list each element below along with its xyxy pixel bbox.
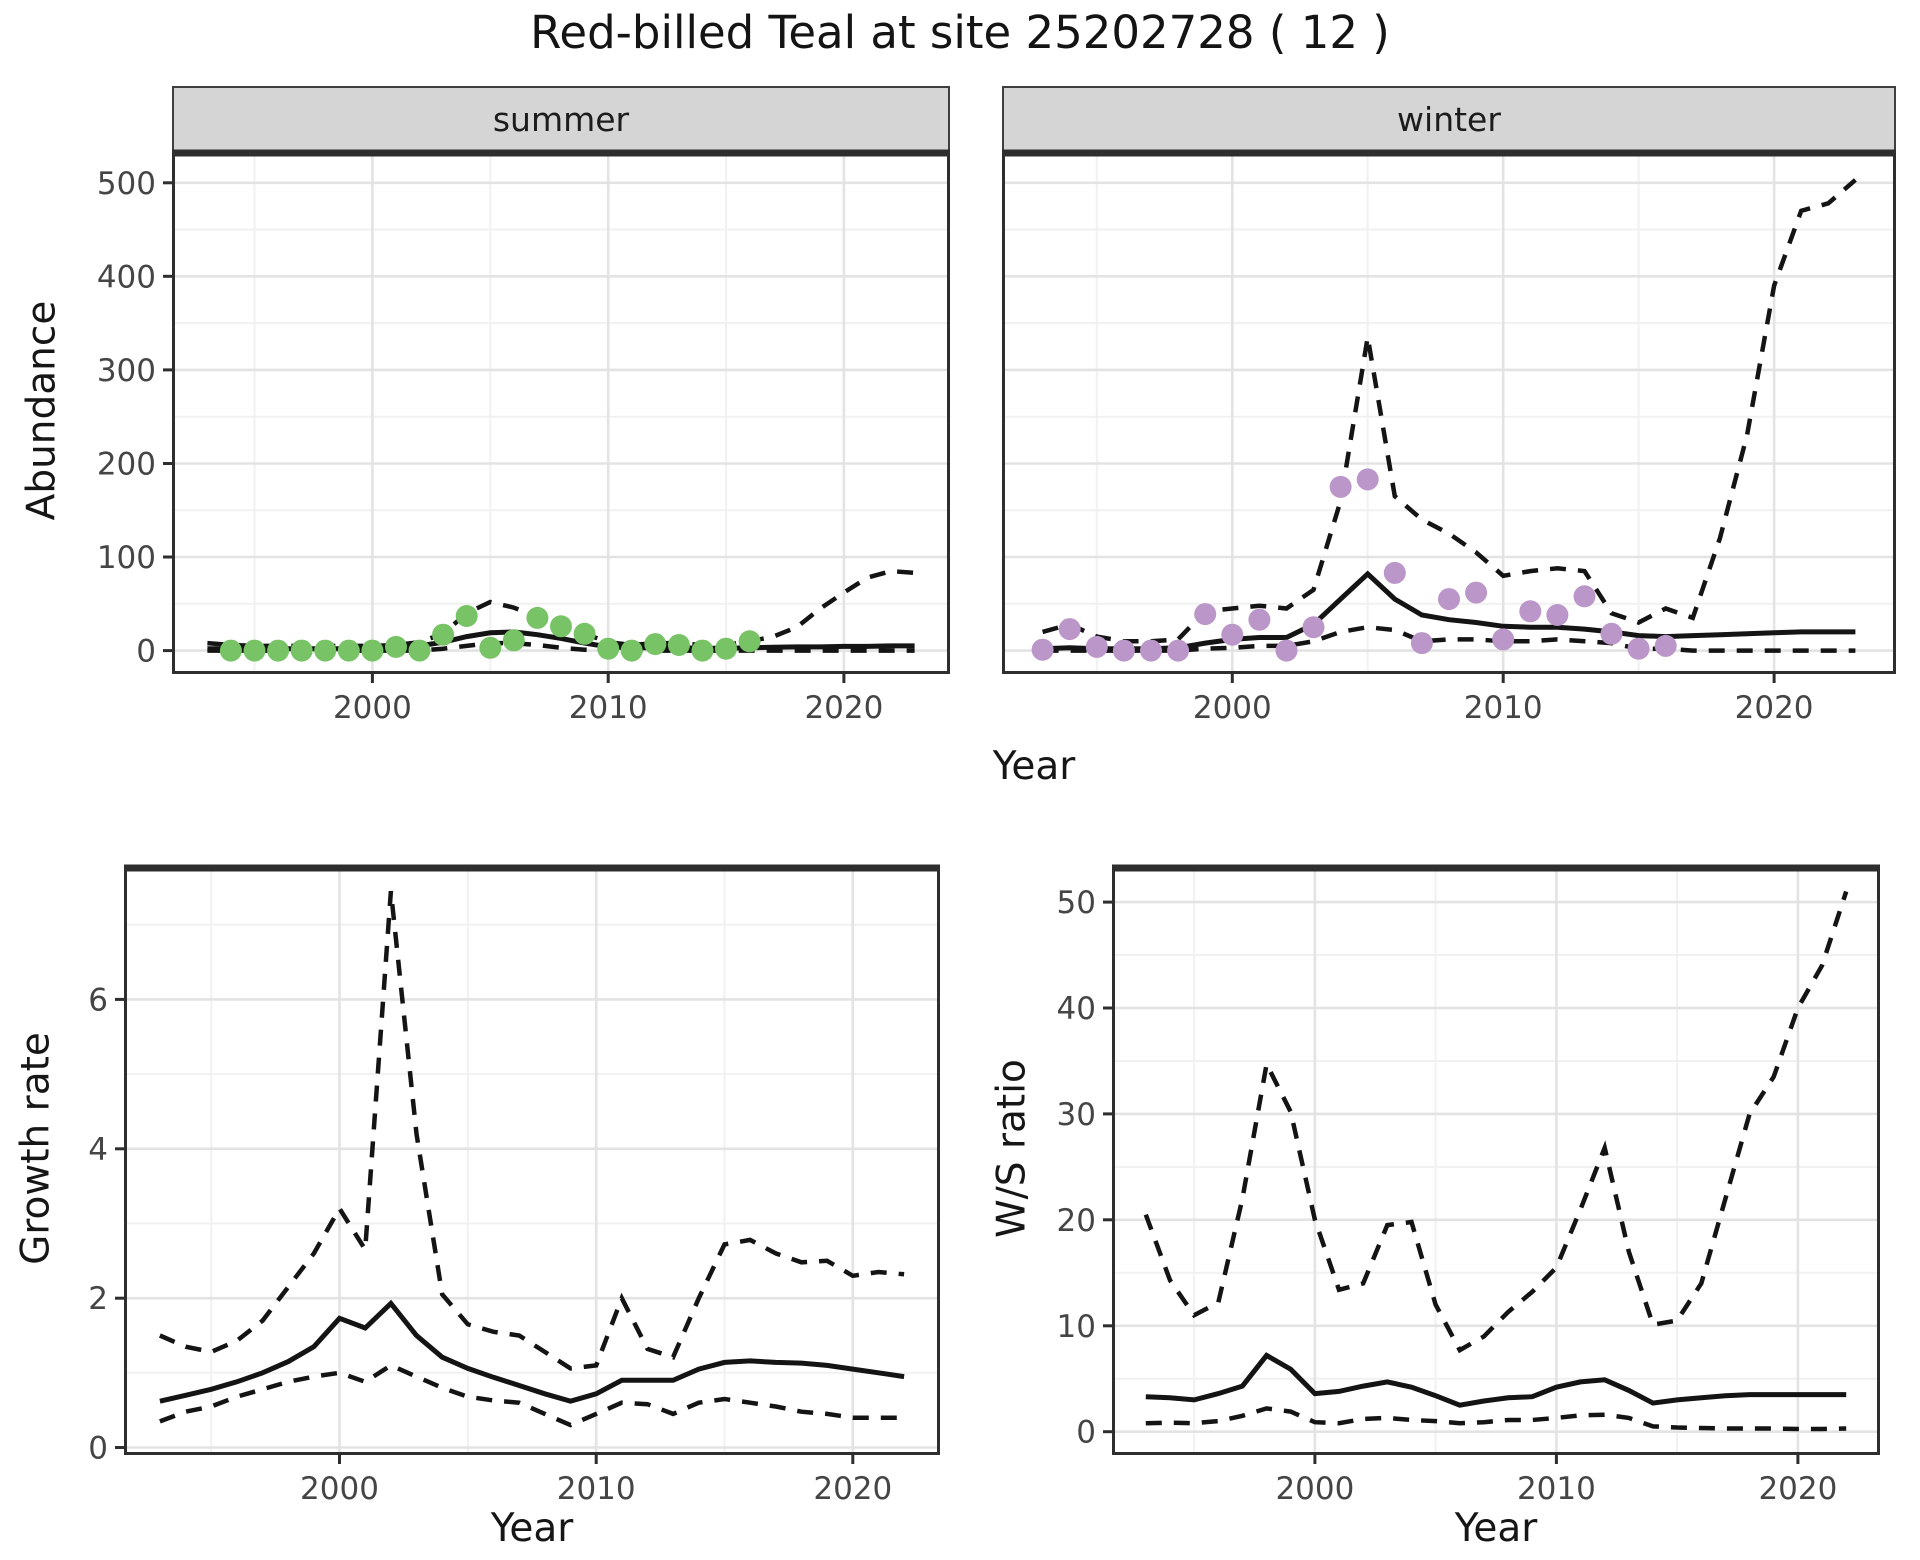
growth_rate-y-tick-label: 4	[88, 1132, 108, 1168]
ws_ratio-y-tick-label: 20	[1057, 1203, 1096, 1239]
ws_ratio-x-tick-label: 2020	[1758, 1471, 1837, 1507]
abundance_winter-observation-point	[1329, 475, 1352, 498]
abundance_winter-observation-point	[1167, 639, 1190, 662]
ws_ratio-y-tick-label: 40	[1057, 991, 1096, 1027]
abundance_winter-observation-point	[1356, 468, 1379, 491]
growth_rate-y-tick-label: 2	[88, 1281, 108, 1317]
abundance_summer-observation-point	[337, 639, 360, 662]
abundance_winter-observation-point	[1275, 639, 1298, 662]
facet-strip-winter: winter	[1002, 86, 1896, 150]
ws_ratio-panel: 2000 2010 2020 0 10 20 30 40 50	[1057, 864, 1880, 1507]
abundance_winter-x-tick-label: 2010	[1464, 690, 1543, 726]
abundance_summer-x-tick-label: 2020	[804, 690, 883, 726]
facet-strip-summer-label: summer	[492, 99, 630, 139]
abundance_summer-x-tick-label: 2010	[569, 690, 648, 726]
abundance_winter-observation-point	[1627, 637, 1650, 660]
facet-strip-summer: summer	[172, 86, 950, 150]
growth_rate-y-tick-label: 0	[88, 1431, 108, 1467]
ws_ratio-y-tick-label: 10	[1057, 1309, 1096, 1345]
abundance_summer-observation-point	[219, 639, 242, 662]
abundance_winter-lower_ci-line	[1042, 624, 1856, 653]
abundance_summer-observation-point	[455, 605, 478, 627]
ws_ratio-y-tick-label: 30	[1057, 1097, 1096, 1133]
abundance_winter-observation-point	[1492, 628, 1515, 651]
abundance_winter-observation-point	[1302, 616, 1325, 639]
x-axis-title-year-top: Year	[992, 744, 1076, 789]
growth_rate-x-tick-label: 2010	[557, 1471, 636, 1507]
growth_rate-x-tick-label: 2020	[813, 1471, 892, 1507]
ws_ratio-lower_ci-line	[1145, 1406, 1847, 1432]
abundance_winter-observation-point	[1112, 639, 1135, 662]
ws_ratio-x-tick-label: 2010	[1517, 1471, 1596, 1507]
abundance_winter-panel: 2000 2010 2020	[1002, 149, 1896, 726]
abundance_summer-observation-point	[667, 634, 690, 656]
ws_ratio-x-tick-label: 2000	[1275, 1471, 1354, 1507]
x-axis-title-year-growth: Year	[490, 1506, 574, 1551]
abundance_winter-observation-point	[1600, 622, 1623, 645]
abundance_summer-observation-point	[526, 606, 549, 629]
abundance_summer-observation-point	[573, 622, 596, 645]
abundance_winter-observation-point	[1573, 585, 1596, 608]
abundance_winter-observation-point	[1248, 608, 1271, 631]
abundance_winter-observation-point	[1140, 639, 1162, 662]
abundance_summer-x-tick-label: 2000	[333, 690, 412, 726]
abundance_winter-observation-point	[1519, 600, 1542, 623]
x-axis-title-year-ws: Year	[1454, 1506, 1538, 1551]
page-title: Red-billed Teal at site 25202728 ( 12 )	[530, 6, 1390, 59]
abundance_summer-y-tick-label: 500	[97, 166, 156, 202]
abundance_winter-upper_ci-line	[1041, 178, 1857, 644]
abundance_summer-observation-point	[691, 639, 714, 662]
abundance_summer-observation-point	[314, 639, 337, 662]
abundance_summer-observation-point	[502, 629, 525, 652]
growth_rate-y-tick-label: 6	[88, 982, 108, 1018]
growth_rate-upper_ci-line	[159, 890, 905, 1371]
abundance_winter-observation-point	[1383, 561, 1406, 584]
abundance_summer-observation-point	[479, 636, 502, 659]
growth_rate-median-line	[159, 1299, 905, 1404]
abundance_summer-observation-point	[290, 639, 313, 662]
abundance_winter-observation-point	[1410, 632, 1433, 655]
abundance_summer-y-tick-label: 300	[97, 353, 156, 389]
abundance_summer-observation-point	[597, 637, 620, 660]
abundance_winter-observation-point	[1085, 635, 1108, 658]
abundance_summer-observation-point	[550, 615, 572, 638]
abundance_winter-x-tick-label: 2020	[1735, 690, 1814, 726]
abundance_winter-observation-point	[1031, 638, 1054, 661]
abundance_summer-y-tick-label: 200	[97, 447, 156, 483]
abundance_winter-observation-point	[1194, 603, 1217, 626]
abundance_winter-observation-point	[1465, 581, 1488, 604]
abundance_summer-observation-point	[385, 635, 407, 658]
abundance_summer-observation-point	[620, 639, 643, 662]
abundance_winter-x-tick-label: 2000	[1193, 690, 1272, 726]
abundance_summer-observation-point	[361, 639, 384, 662]
abundance_winter-observation-point	[1438, 588, 1460, 611]
facet-strip-winter-label: winter	[1397, 99, 1501, 139]
abundance_summer-observation-point	[738, 630, 761, 653]
ws_ratio-y-tick-label: 50	[1057, 885, 1096, 921]
abundance_winter-observation-point	[1546, 604, 1569, 626]
abundance_summer-panel: 2000 2010 2020 0 100 200 300 400 500	[97, 149, 950, 726]
ws_ratio-median-line	[1145, 1352, 1847, 1408]
abundance_summer-y-tick-label: 0	[136, 634, 156, 670]
ws_ratio-y-tick-label: 0	[1076, 1415, 1096, 1451]
abundance_winter-observation-point	[1221, 623, 1244, 646]
abundance_summer-observation-point	[243, 639, 266, 662]
abundance_winter-observation-point	[1654, 634, 1677, 657]
growth_rate-panel: 2000 2010 2020 0 2 4 6	[88, 864, 940, 1507]
abundance_summer-observation-point	[432, 623, 455, 646]
abundance_summer-observation-point	[644, 633, 667, 656]
abundance_winter-observation-point	[1058, 618, 1081, 641]
growth_rate-lower_ci-line	[159, 1362, 905, 1428]
abundance_summer-observation-point	[715, 637, 737, 660]
abundance_summer-observation-point	[408, 639, 431, 662]
abundance_summer-observation-point	[267, 639, 290, 662]
abundance_summer-y-tick-label: 100	[97, 540, 156, 576]
growth_rate-x-tick-label: 2000	[300, 1471, 379, 1507]
abundance_summer-y-tick-label: 400	[97, 259, 156, 295]
